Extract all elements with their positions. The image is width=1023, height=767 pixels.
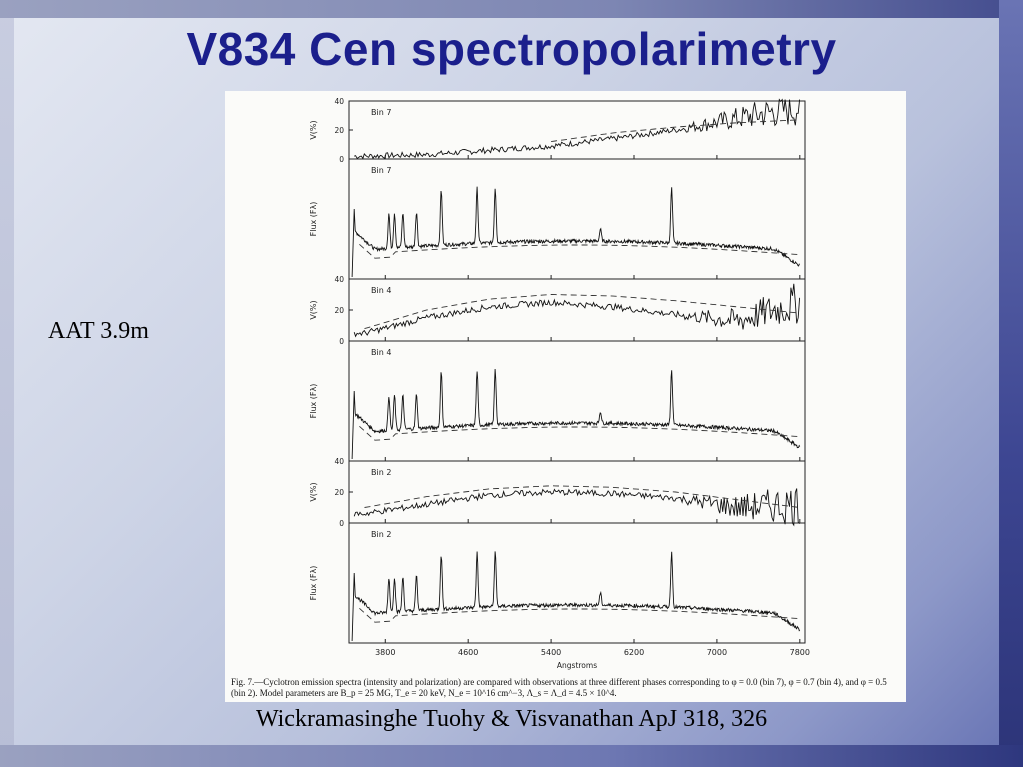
y-tick-label: 0 — [339, 155, 344, 164]
y-tick-label: 20 — [334, 488, 344, 497]
y-tick-label: 20 — [334, 306, 344, 315]
observed-polarization-curve — [354, 98, 801, 160]
model-polarization-curve — [551, 119, 800, 143]
figure-caption: Fig. 7.—Cyclotron emission spectra (inte… — [231, 677, 887, 698]
panel-bin-label: Bin 2 — [371, 530, 391, 539]
model-polarization-curve — [364, 485, 800, 508]
observed-flux-spectrum — [351, 368, 801, 460]
y-tick-label: 0 — [339, 519, 344, 528]
x-tick-label: 3800 — [375, 648, 395, 657]
x-tick-label: 7800 — [790, 648, 810, 657]
y-tick-label: 40 — [334, 275, 344, 284]
panel-frame — [348, 100, 806, 160]
spectra-chart: Bin 7 V(%) 0 20 40 Bin 7 Flux (Fλ) Bin 4 V(%) 0 20… — [309, 97, 810, 670]
spectra-figure: Bin 7 V(%) 0 20 40 Bin 7 Flux (Fλ) Bin 4 V(%) 0 20… — [225, 91, 906, 702]
model-polarization-curve — [364, 294, 800, 330]
model-flux-spectrum — [359, 607, 800, 623]
y-tick-label: 20 — [334, 126, 344, 135]
slide-frame-right — [999, 0, 1023, 767]
x-tick-label: 5400 — [541, 648, 561, 657]
slide-frame-left — [0, 0, 14, 767]
y-tick-label: 40 — [334, 457, 344, 466]
x-tick-label: 6200 — [624, 648, 644, 657]
x-tick-label: 4600 — [458, 648, 478, 657]
telescope-label: AAT 3.9m — [48, 318, 149, 344]
panel-bin-label: Bin 7 — [371, 166, 391, 175]
panel-y-label: V(%) — [309, 120, 318, 139]
y-tick-label: 0 — [339, 337, 344, 346]
panel-y-label: Flux (Fλ) — [309, 566, 318, 601]
slide-frame-bottom — [0, 745, 1023, 767]
observed-flux-spectrum — [351, 186, 800, 278]
panel-bin-label: Bin 4 — [371, 348, 391, 357]
panel-bin-label: Bin 2 — [371, 468, 391, 477]
citation: Wickramasinghe Tuohy & Visvanathan ApJ 3… — [255, 706, 768, 732]
panel-frame — [348, 522, 806, 644]
observed-polarization-curve — [353, 283, 801, 338]
panel-bin-label: Bin 4 — [371, 286, 391, 295]
panel-y-label: Flux (Fλ) — [309, 384, 318, 419]
observed-polarization-curve — [353, 488, 800, 527]
panel-y-label: V(%) — [309, 482, 318, 501]
y-tick-label: 40 — [334, 97, 344, 106]
model-flux-spectrum — [359, 425, 800, 441]
observed-flux-spectrum — [351, 551, 801, 642]
panel-y-label: Flux (Fλ) — [309, 202, 318, 237]
panel-bin-label: Bin 7 — [371, 108, 391, 117]
panel-frame — [348, 278, 806, 342]
panel-y-label: V(%) — [309, 300, 318, 319]
x-tick-label: 7000 — [707, 648, 727, 657]
x-axis-label: Angstroms — [557, 661, 597, 670]
slide-title: V834 Cen spectropolarimetry — [186, 23, 837, 75]
model-flux-spectrum — [359, 243, 800, 259]
slide-frame-top — [0, 0, 1023, 18]
